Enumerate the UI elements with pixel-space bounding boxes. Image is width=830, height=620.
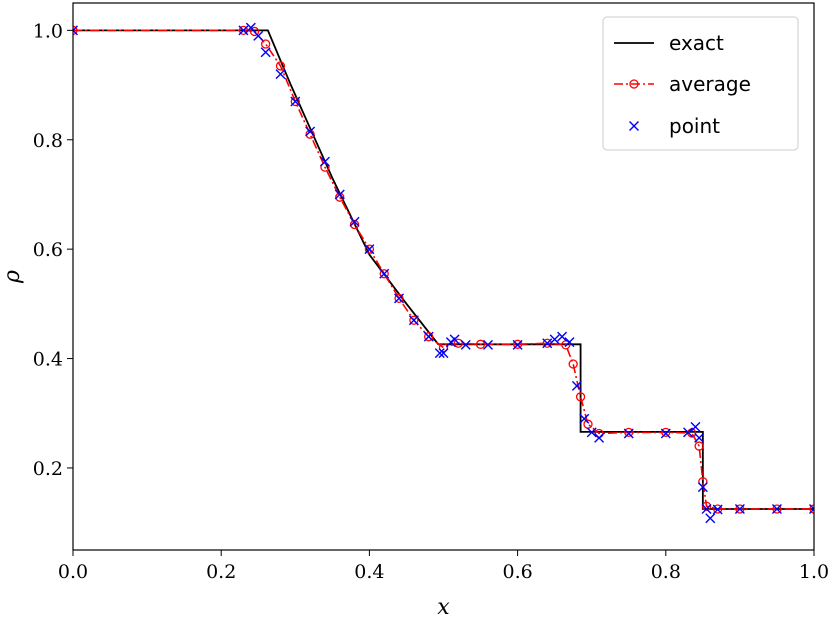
series-average-point [394,293,404,304]
x-tick-label: 0.8 [651,561,681,583]
series-point-marker [423,331,434,342]
series-average-point [261,39,271,49]
series-point-marker [438,348,449,359]
series-average-point [713,504,723,514]
series-point-marker [579,413,590,424]
series-point-marker [434,348,445,359]
series-point-marker [564,337,575,348]
series-point-marker [449,334,460,345]
series-point-marker [379,268,390,279]
x-tick-label: 0.4 [354,561,384,583]
y-axis-label: ρ [0,270,25,284]
x-tick-label: 1.0 [799,561,829,583]
y-tick-label: 0.4 [33,349,63,371]
series-point-marker [245,22,256,33]
series-point-marker [542,338,553,349]
series-average-point [694,441,704,451]
series-point-marker [660,428,671,439]
series-point-marker [482,339,493,350]
series-point-marker [253,30,264,41]
series-average-point [364,244,375,254]
series-point-marker [319,156,330,167]
series-average-point [735,504,745,514]
series-point-marker [460,339,471,350]
series-point-marker [712,504,723,515]
series-average-point [379,269,389,279]
series-average-point [335,192,345,202]
series-point-marker [557,331,568,342]
legend-entry-average: average [614,72,751,96]
legend-entry-point: point [629,114,720,138]
y-tick-label: 0.2 [33,458,63,480]
legend-label: average [669,72,751,96]
series-average-point [290,96,300,107]
series-point-marker [809,503,814,514]
y-tick-label: 1.0 [33,20,63,42]
x-tick-label: 0.6 [502,561,532,583]
series-point-marker [349,216,360,227]
legend-entry-exact: exact [614,31,724,55]
legend-label: point [669,114,720,138]
series-point-marker [771,503,782,514]
series-average-point [624,427,634,438]
series-point-marker [623,428,634,439]
series-average-point [772,504,782,514]
series-average-point [809,504,814,514]
y-tick-label: 0.8 [33,130,63,152]
series-point-marker [690,421,701,432]
series-average-line [73,29,814,510]
legend-label: exact [669,31,724,55]
x-axis-label: x [437,595,450,620]
series-average-point [438,342,449,353]
series-point-marker [290,96,301,107]
series-average-point [305,129,315,139]
legend-box [602,16,799,151]
series-point-marker [364,244,375,255]
series-point-marker [697,482,708,493]
series-point-marker [683,427,694,438]
series-point-marker [408,315,419,326]
ticks-layer: 0.0 0.2 0.4 0.6 0.8 1.0 0.2 0.4 0.6 0.8 1.0 [33,20,829,583]
series-point-marker [334,189,345,200]
series-average-point [701,501,712,511]
series-point-marker [734,503,745,514]
x-tick-label: 0.0 [58,561,88,583]
series-point-marker [701,503,712,514]
series-point-marker [238,25,249,36]
series-point-marker [705,513,716,524]
series-point-marker [275,69,286,80]
series-average-point [453,338,463,348]
series-average-point [661,427,671,438]
series-average-point [512,339,523,349]
legend: exact average point [602,16,799,151]
series-average-point [249,26,260,37]
series-point-marker [512,339,523,350]
series-point-marker [586,427,597,438]
series-average-point [320,162,330,172]
series-average-point [575,392,586,402]
series-average-point [73,25,78,35]
plot-frame [72,2,815,551]
series-point-marker [73,25,78,36]
series-average-point [275,61,286,71]
series-average-point [568,359,578,369]
y-tick-label: 0.6 [33,239,63,261]
series-point-marker [305,126,316,137]
series-average-point [409,315,419,325]
series-point-marker [394,293,405,304]
series-point-marker [260,47,271,58]
series-average-point [424,332,434,342]
x-tick-label: 0.2 [206,561,236,583]
series-average-point [698,476,708,487]
series-point-marker [549,334,560,345]
series-point-marker [694,432,705,443]
series-point-marker [594,432,605,443]
series-layer [73,22,814,524]
series-average-point [349,219,360,230]
series-point-marker [571,380,582,391]
series-average-point [475,339,486,349]
